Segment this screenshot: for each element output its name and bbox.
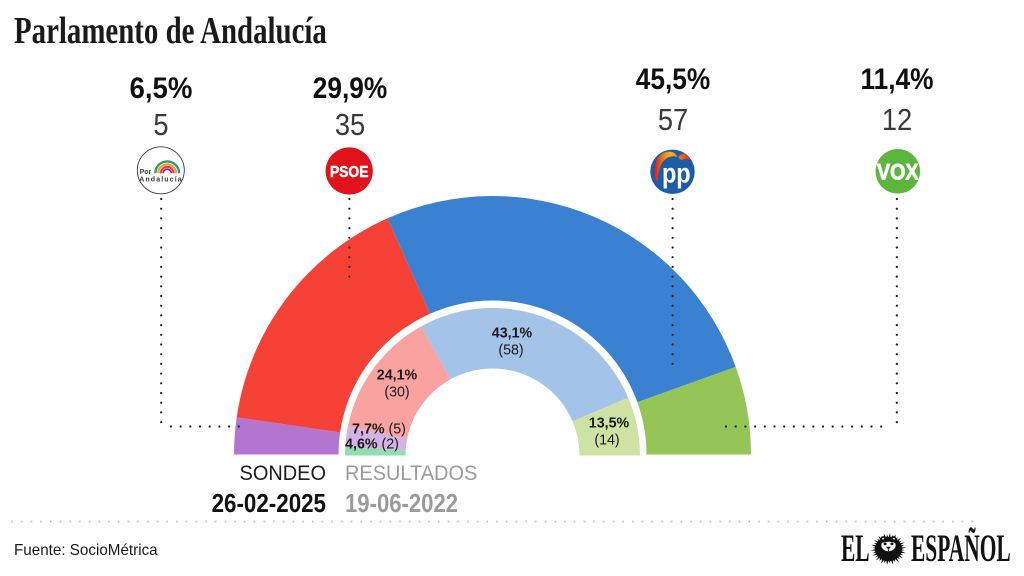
svg-text:Andalucía: Andalucía xyxy=(139,176,182,183)
svg-text:Por: Por xyxy=(140,169,152,176)
svg-text:pp: pp xyxy=(662,159,691,189)
svg-text:VOX: VOX xyxy=(877,159,919,184)
svg-text:PSOE: PSOE xyxy=(330,164,369,181)
